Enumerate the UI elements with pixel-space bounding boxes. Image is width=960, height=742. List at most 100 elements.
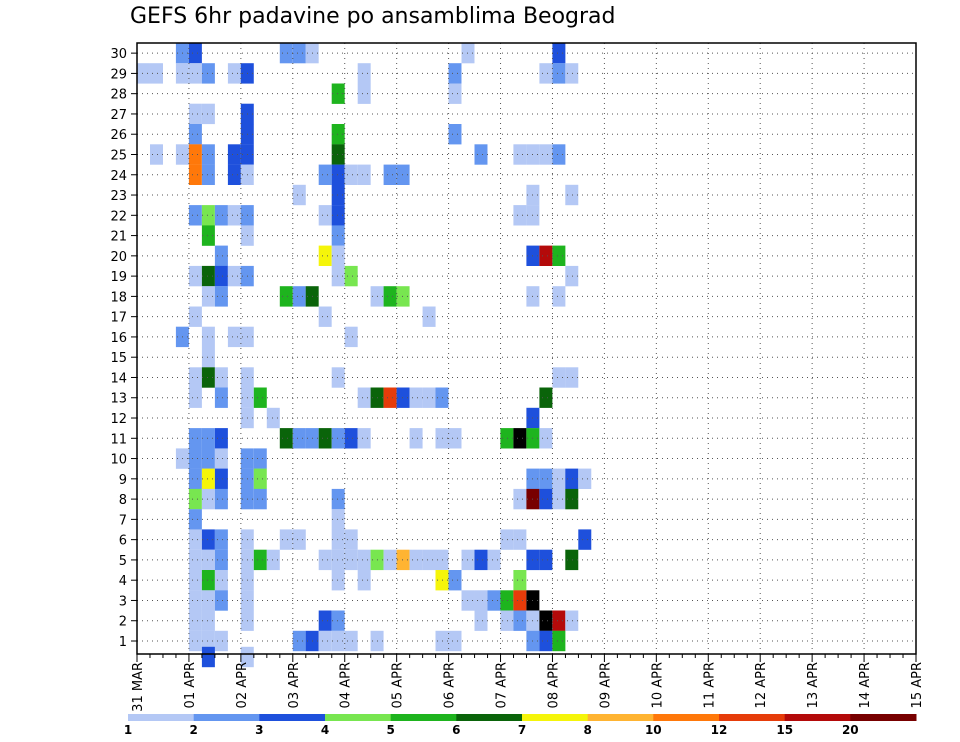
x-tick-label: 06 APR <box>443 662 458 708</box>
heatmap-cell <box>539 630 553 652</box>
heatmap-cell <box>188 164 202 185</box>
heatmap-cell <box>474 590 488 611</box>
heatmap-cell <box>188 124 202 145</box>
x-tick-label: 03 APR <box>287 662 302 708</box>
y-tick-label: 14 <box>110 371 127 386</box>
colorbar-segment <box>128 714 195 721</box>
heatmap-cell <box>214 570 228 591</box>
heatmap-cell <box>474 144 488 165</box>
colorbar-label: 8 <box>584 723 592 737</box>
colorbar-label: 15 <box>776 723 793 737</box>
heatmap-cell <box>188 103 202 125</box>
heatmap-cell <box>357 428 371 449</box>
heatmap-cell <box>150 144 163 165</box>
heatmap-cell <box>552 468 566 489</box>
heatmap-cell <box>201 590 215 611</box>
heatmap-cell <box>539 63 553 84</box>
heatmap-cell <box>201 529 215 550</box>
heatmap-cell <box>500 590 514 611</box>
heatmap-cell <box>396 164 410 185</box>
y-tick-label: 12 <box>110 412 127 427</box>
x-tick-label: 05 APR <box>391 662 406 708</box>
heatmap-cell <box>448 630 462 652</box>
heatmap-cell <box>344 326 358 348</box>
x-tick-label: 08 APR <box>547 662 562 708</box>
x-tick-label: 15 APR <box>910 662 925 708</box>
heatmap-cell <box>448 83 462 104</box>
colorbar-segment <box>390 714 457 721</box>
heatmap-cell <box>578 529 592 550</box>
heatmap-cell <box>253 549 267 571</box>
heatmap-cell <box>318 164 332 185</box>
y-tick-label: 3 <box>119 594 127 609</box>
colorbar-label: 3 <box>255 723 263 737</box>
heatmap-cell <box>292 428 306 449</box>
heatmap-cell <box>435 428 449 449</box>
heatmap-cell <box>292 42 306 64</box>
colorbar-label: 5 <box>387 723 395 737</box>
heatmap-cell <box>539 610 553 631</box>
heatmap-cell <box>331 549 345 571</box>
heatmap-cell <box>201 488 215 510</box>
heatmap-cell <box>188 428 202 449</box>
y-tick-label: 8 <box>119 493 127 508</box>
heatmap-cell <box>435 549 449 571</box>
y-tick-label: 15 <box>110 351 127 366</box>
heatmap-cell <box>565 610 579 631</box>
heatmap-cell <box>474 610 488 631</box>
heatmap-cell <box>188 144 202 165</box>
heatmap-cell <box>201 103 215 125</box>
heatmap-cell <box>188 488 202 510</box>
x-tick-label: 07 APR <box>495 662 510 708</box>
heatmap-cell <box>331 428 345 449</box>
heatmap-cell <box>357 570 371 591</box>
heatmap-cell <box>266 549 280 571</box>
y-tick-label: 11 <box>110 432 127 447</box>
heatmap-cell <box>201 448 215 469</box>
colorbar-segment <box>587 714 654 721</box>
y-tick-label: 16 <box>110 331 127 346</box>
heatmap-cell <box>188 549 202 571</box>
x-tick-label: 10 APR <box>650 662 665 708</box>
colorbar-segment <box>456 714 523 721</box>
heatmap-cell <box>331 245 345 266</box>
colorbar-label: 4 <box>321 723 329 737</box>
y-tick-label: 30 <box>110 47 127 62</box>
heatmap-cell <box>565 549 579 571</box>
colorbar-label: 12 <box>711 723 728 737</box>
heatmap-cell <box>318 428 332 449</box>
colorbar-label: 2 <box>190 723 198 737</box>
heatmap-cell <box>344 529 358 550</box>
heatmap-cell <box>500 529 514 550</box>
heatmap-cell <box>344 428 358 449</box>
heatmap-cell <box>331 124 345 145</box>
x-tick-label: 14 APR <box>858 662 873 708</box>
colorbar-segment <box>259 714 326 721</box>
heatmap-cell <box>214 205 228 226</box>
heatmap-cell <box>201 367 215 388</box>
heatmap-cell <box>448 570 462 591</box>
heatmap-cell <box>578 468 592 489</box>
y-tick-label: 5 <box>119 554 127 569</box>
heatmap-cell <box>292 529 306 550</box>
x-tick-label: 02 APR <box>235 662 250 708</box>
x-tick-label: 11 APR <box>702 662 717 708</box>
heatmap-cell <box>539 488 553 510</box>
y-tick-label: 22 <box>110 209 127 224</box>
heatmap-cell <box>565 265 579 287</box>
heatmap-cell <box>253 468 267 489</box>
heatmap-cell <box>565 184 579 206</box>
heatmap-cell <box>331 610 345 631</box>
heatmap-cell <box>201 428 215 449</box>
heatmap-cell <box>435 630 449 652</box>
heatmap-cell <box>188 468 202 489</box>
heatmap-cell <box>188 529 202 550</box>
y-tick-label: 2 <box>119 615 127 630</box>
x-tick-label: 09 APR <box>598 662 613 708</box>
heatmap-cell <box>188 63 202 84</box>
colorbar-segment <box>325 714 392 721</box>
heatmap-cell <box>188 42 202 64</box>
y-tick-label: 28 <box>110 88 127 103</box>
heatmap-cell <box>435 570 449 591</box>
